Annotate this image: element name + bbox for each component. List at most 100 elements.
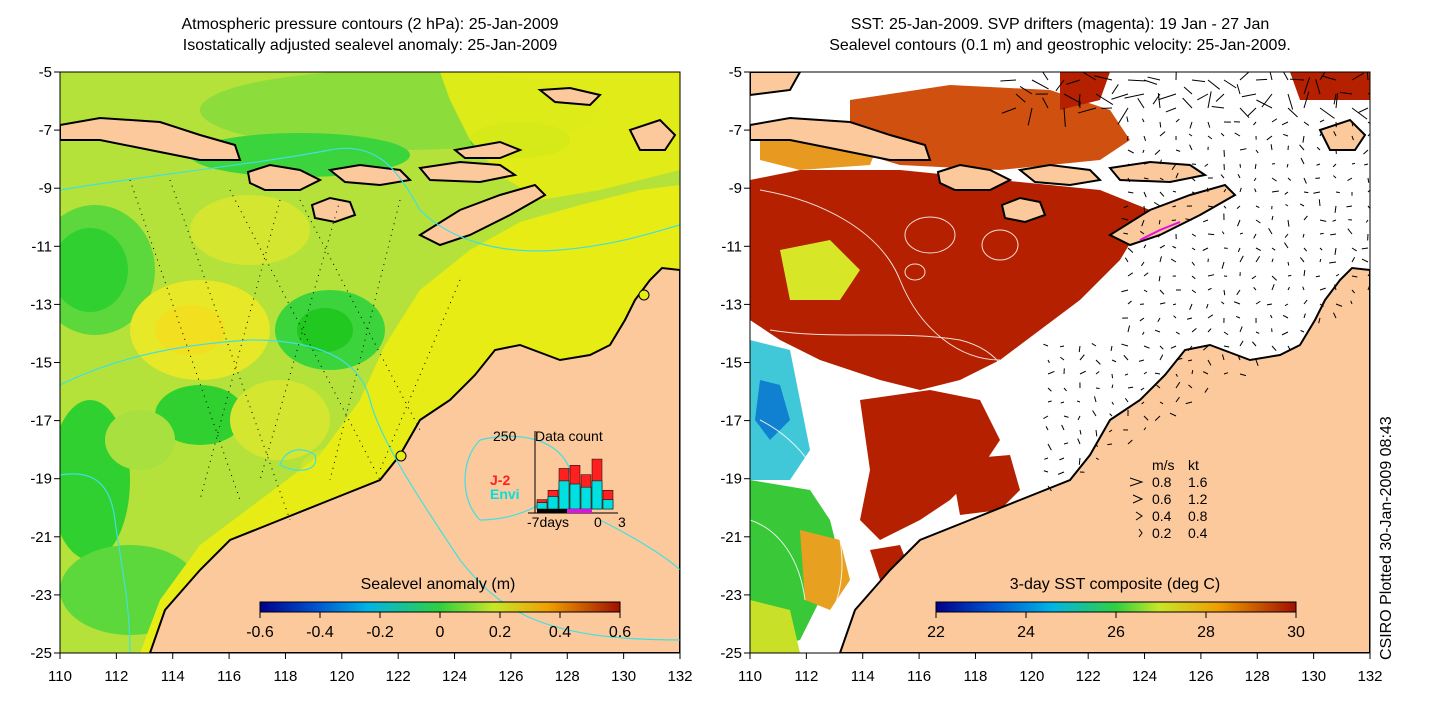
velocity-arrow-icon — [1063, 442, 1069, 445]
velocity-arrow-icon — [1047, 443, 1052, 451]
velocity-arrow-icon — [1175, 396, 1180, 403]
velocity-arrow-icon — [1143, 177, 1149, 180]
velocity-arrow-icon — [1239, 326, 1243, 333]
velocity-arrow-icon — [1319, 303, 1324, 307]
velocity-arrow-icon — [1108, 429, 1113, 433]
left-ytick-label: -13 — [30, 296, 52, 313]
velocity-arrow-icon — [1220, 132, 1225, 137]
velocity-arrow-icon — [1202, 247, 1209, 251]
velocity-arrow-icon — [1047, 370, 1055, 375]
velocity-arrow-icon — [1271, 190, 1279, 193]
velocity-arrow-icon — [1253, 287, 1257, 291]
altimeter-tracks — [129, 179, 461, 521]
velocity-arrow-icon — [1121, 289, 1129, 293]
velocity-arrow-icon — [1365, 219, 1369, 223]
velocity-arrow-icon — [1191, 261, 1195, 266]
velocity-arrow-icon — [1287, 286, 1290, 291]
velocity-arrow-icon — [1202, 371, 1209, 375]
velocity-arrow-icon — [1207, 135, 1213, 140]
velocity-arrow-icon — [1143, 272, 1149, 277]
velocity-arrow-icon — [1319, 219, 1327, 222]
velocity-arrow-icon — [1255, 149, 1259, 154]
velocity-arrow-icon — [1159, 345, 1164, 350]
velocity-arrow-icon — [1335, 303, 1343, 307]
velocity-arrow-icon — [1253, 177, 1257, 182]
velocity-arrow-icon — [1127, 177, 1131, 183]
left-xtick-label: 114 — [161, 668, 185, 685]
velocity-arrow-icon — [1127, 247, 1134, 253]
velocity-arrow-icon — [1092, 410, 1097, 417]
sla-colorbar-tick-label: -0.6 — [246, 624, 274, 641]
velocity-arrow-icon — [1083, 72, 1097, 81]
left-ytick-label: -9 — [39, 180, 52, 197]
velocity-arrow-icon — [1350, 300, 1353, 305]
velocity-arrow-icon — [1207, 274, 1215, 277]
velocity-arrow-icon — [1169, 412, 1177, 417]
velocity-arrow-icon — [1303, 247, 1308, 252]
tide-gauge-marker-south — [395, 450, 407, 462]
left-ytick-label: -21 — [30, 529, 52, 546]
velocity-arrow-icon — [1223, 345, 1230, 348]
right-xtick-label: 120 — [1019, 668, 1044, 685]
right-map — [750, 72, 1370, 653]
velocity-arrow-icon — [1255, 255, 1261, 263]
data-count-ymax: 250 — [493, 428, 517, 444]
data-count-xlabel-left: -7days — [527, 514, 569, 530]
velocity-arrow-icon — [1223, 79, 1237, 89]
velocity-arrow-icon — [1063, 387, 1067, 392]
right-ytick-label: -9 — [729, 180, 742, 197]
right-australia-land — [838, 266, 1370, 653]
velocity-arrow-icon — [1261, 93, 1273, 108]
velocity-arrow-icon — [1339, 91, 1353, 95]
velocity-arrow-icon — [1127, 439, 1133, 445]
velocity-arrow-icon — [1221, 301, 1225, 305]
velocity-arrow-icon — [1159, 302, 1166, 305]
velocity-arrow-icon — [1060, 345, 1065, 348]
right-xtick-label: 116 — [907, 668, 931, 685]
legend-speed-ms: 0.6 — [1152, 491, 1172, 507]
velocity-arrow-icon — [1300, 330, 1305, 333]
velocity-arrow-icon — [1220, 174, 1225, 179]
velocity-arrow-icon — [1170, 345, 1177, 349]
velocity-arrow-icon — [1159, 289, 1165, 295]
velocity-arrow-icon — [1173, 315, 1177, 319]
velocity-arrow-icon — [1027, 107, 1033, 126]
velocity-arrow-icon — [1207, 359, 1212, 366]
velocity-arrow-icon — [1139, 230, 1145, 235]
velocity-arrow-icon — [1140, 387, 1145, 391]
velocity-arrow-icon — [1221, 354, 1225, 361]
velocity-arrow-icon — [1043, 343, 1049, 347]
velocity-arrow-icon — [1204, 163, 1209, 167]
velocity-arrow-icon — [1253, 121, 1257, 126]
velocity-arrow-icon — [1351, 72, 1364, 81]
velocity-arrow-icon — [1319, 247, 1323, 251]
velocity-arrow-icon — [1253, 233, 1257, 239]
velocity-arrow-icon — [1367, 177, 1370, 183]
velocity-arrow-icon — [1284, 191, 1289, 195]
right-xtick-label: 110 — [738, 668, 762, 685]
velocity-arrow-icon — [1143, 205, 1146, 212]
velocity-arrow-icon — [1289, 78, 1305, 81]
velocity-arrow-icon — [1197, 93, 1209, 101]
velocity-arrow-icon — [1287, 345, 1291, 350]
velocity-arrow-icon — [1154, 149, 1161, 155]
envi-count-bar — [547, 496, 559, 510]
velocity-arrow-icon — [1127, 79, 1146, 82]
velocity-arrow-icon — [1076, 400, 1081, 403]
velocity-arrow-icon — [1363, 149, 1369, 155]
velocity-arrow-icon — [1333, 131, 1337, 137]
velocity-arrow-icon — [1266, 303, 1273, 306]
velocity-arrow-icon — [1109, 413, 1113, 417]
velocity-arrow-icon — [1186, 317, 1193, 320]
velocity-arrow-icon — [1237, 247, 1241, 253]
velocity-arrow-icon — [1157, 93, 1161, 109]
velocity-arrow-icon — [1207, 287, 1212, 291]
velocity-arrow-icon — [1127, 386, 1134, 389]
velocity-arrow-icon — [1207, 91, 1212, 109]
data-count-title: Data count — [535, 428, 603, 444]
velocity-arrow-icon — [1237, 354, 1241, 361]
series1-label: J-2 — [490, 472, 510, 488]
left-ytick-label: -15 — [30, 355, 52, 372]
velocity-arrow-icon — [1287, 274, 1292, 277]
velocity-arrow-icon — [1271, 275, 1278, 281]
